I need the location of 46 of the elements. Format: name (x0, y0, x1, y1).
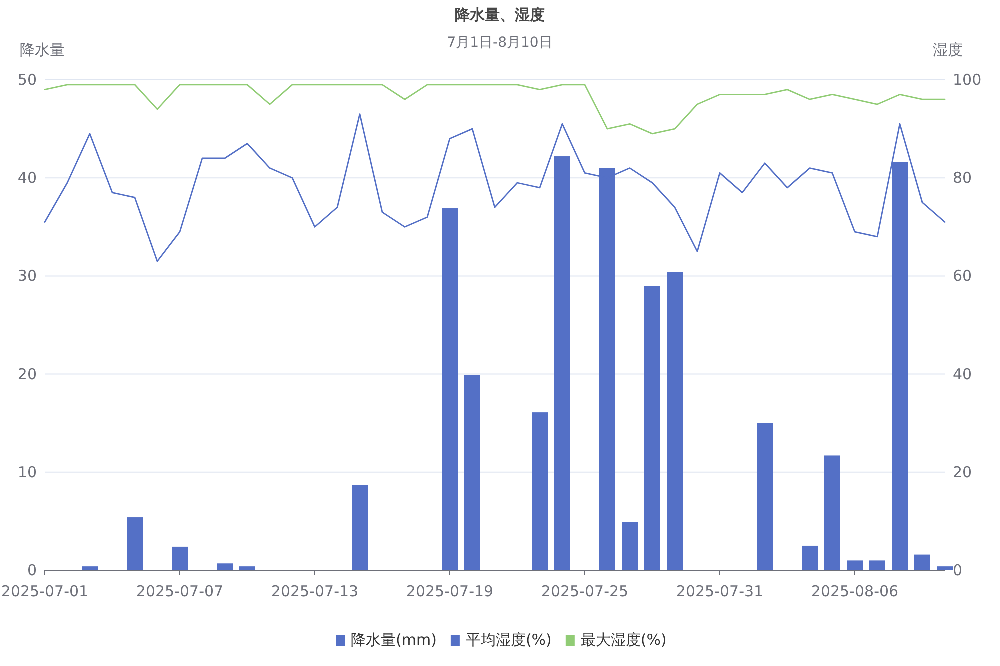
y-axis-title: 降水量 (20, 41, 65, 59)
chart-title: 降水量、湿度 (455, 6, 545, 24)
y-tick-label: 30 (18, 267, 37, 286)
bar (554, 156, 570, 570)
y2-tick-label: 40 (953, 365, 972, 384)
y-tick-label: 10 (18, 463, 37, 482)
legend-label: 降水量(mm) (351, 631, 437, 649)
bar (127, 518, 143, 570)
bar (870, 560, 886, 570)
bar (824, 456, 840, 570)
x-tick-label: 2025-07-25 (541, 582, 629, 600)
legend-label: 最大湿度(%) (580, 631, 667, 649)
x-tick-label: 2025-08-06 (811, 582, 899, 600)
x-tick-label: 2025-07-07 (136, 582, 224, 600)
y2-tick-label: 100 (953, 71, 982, 89)
y2-tick-label: 80 (953, 169, 972, 188)
y2-tick-label: 0 (953, 562, 963, 580)
y2-axis-title: 湿度 (933, 41, 963, 59)
bar (667, 272, 683, 570)
bar (217, 564, 233, 570)
y-tick-label: 20 (18, 365, 37, 384)
y2-tick-label: 60 (953, 267, 972, 286)
bar (802, 546, 818, 570)
bar (352, 485, 368, 570)
chart-subtitle: 7月1日-8月10日 (447, 35, 553, 51)
y2-tick-label: 20 (953, 463, 972, 482)
y-tick-label: 0 (27, 562, 37, 580)
bar (757, 423, 773, 570)
bar (914, 554, 930, 570)
bar (464, 375, 480, 570)
y-tick-label: 50 (18, 71, 37, 89)
x-tick-label: 2025-07-31 (676, 582, 764, 600)
bar (644, 286, 660, 570)
bar (532, 412, 548, 570)
x-tick-label: 2025-07-01 (1, 582, 89, 600)
bar (937, 566, 953, 570)
bar (172, 546, 188, 570)
legend-label: 平均湿度(%) (466, 631, 552, 649)
bar (442, 208, 458, 570)
bar (892, 162, 908, 570)
x-tick-label: 2025-07-13 (271, 582, 359, 600)
bar (847, 560, 863, 570)
bar (600, 168, 616, 570)
bar (622, 522, 638, 570)
y-tick-label: 40 (18, 169, 37, 188)
x-tick-label: 2025-07-19 (406, 582, 494, 600)
